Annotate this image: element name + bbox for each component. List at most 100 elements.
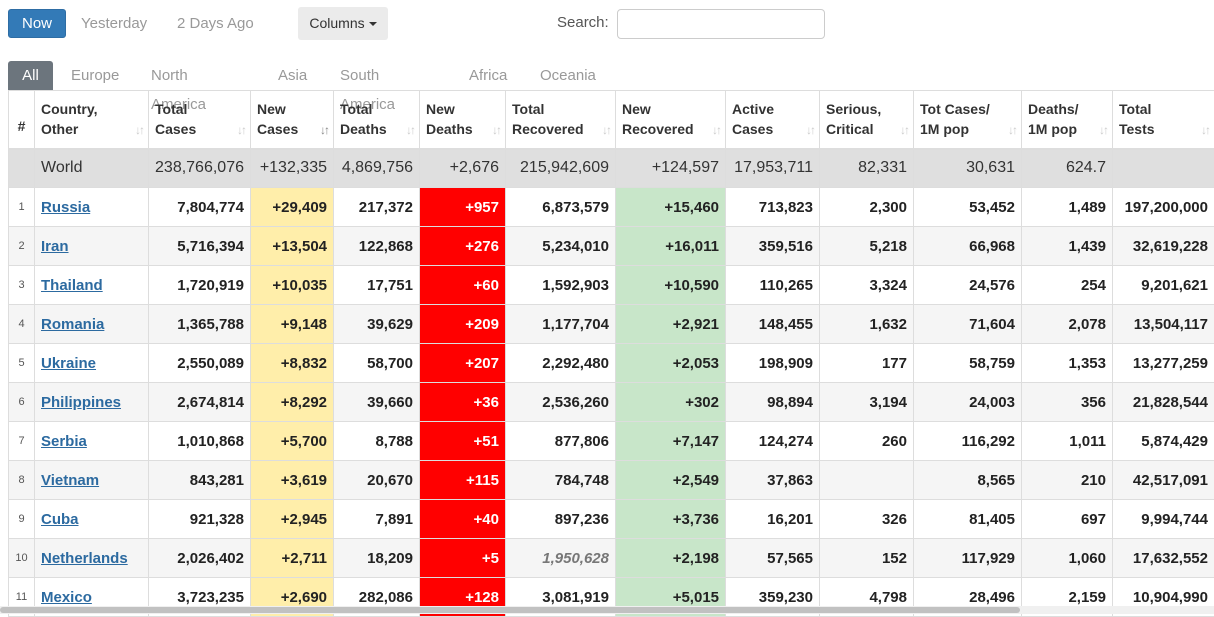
- cell-total-deaths: 7,891: [334, 500, 420, 539]
- header-serious-critical[interactable]: Serious,Critical↓↑: [820, 91, 914, 149]
- cell-new-cases: +13,504: [251, 227, 334, 266]
- sort-icon[interactable]: ↓↑: [135, 120, 143, 140]
- tab-oceania[interactable]: Oceania: [540, 61, 596, 90]
- sort-icon[interactable]: ↓↑: [237, 120, 245, 140]
- sort-icon[interactable]: ↓↑: [1201, 120, 1209, 140]
- cell-cases-per-1m: 53,452: [914, 188, 1022, 227]
- header-rank[interactable]: #: [9, 91, 35, 149]
- cell-total-deaths: 217,372: [334, 188, 420, 227]
- header-cases-per-1m[interactable]: Tot Cases/1M pop↓↑: [914, 91, 1022, 149]
- cell-new-deaths: +51: [420, 422, 506, 461]
- cell-new-deaths: +5: [420, 539, 506, 578]
- toolbar: Now Yesterday 2 Days Ago Columns Search:: [0, 0, 1214, 48]
- horizontal-scrollbar[interactable]: [0, 606, 1214, 614]
- sort-icon[interactable]: ↓↑: [712, 120, 720, 140]
- tab-north-america[interactable]: North America: [151, 61, 206, 90]
- header-label: Country,Other: [41, 101, 98, 137]
- sort-icon[interactable]: ↓↑: [492, 120, 500, 140]
- cell-serious-critical: 82,331: [820, 149, 914, 188]
- now-button[interactable]: Now: [8, 9, 66, 38]
- cell-cases-per-1m: 8,565: [914, 461, 1022, 500]
- cell-country: Thailand: [35, 266, 149, 305]
- tab-europe[interactable]: Europe: [71, 61, 119, 90]
- cell-total-recovered: 784,748: [506, 461, 616, 500]
- cell-new-cases: +8,292: [251, 383, 334, 422]
- sort-icon[interactable]: ↓↑: [1008, 120, 1016, 140]
- sort-icon[interactable]: ↓↑: [406, 120, 414, 140]
- cell-serious-critical: 177: [820, 344, 914, 383]
- cell-serious-critical: 5,218: [820, 227, 914, 266]
- cell-new-cases: +3,619: [251, 461, 334, 500]
- search-input[interactable]: [617, 9, 825, 39]
- cell-active-cases: 16,201: [726, 500, 820, 539]
- cell-deaths-per-1m: 1,439: [1022, 227, 1113, 266]
- country-link[interactable]: Mexico: [41, 589, 92, 606]
- cell-serious-critical: 3,324: [820, 266, 914, 305]
- country-link[interactable]: Philippines: [41, 394, 121, 411]
- tab-south-america[interactable]: South America: [340, 61, 395, 90]
- country-link[interactable]: Cuba: [41, 511, 79, 528]
- country-link[interactable]: Thailand: [41, 277, 103, 294]
- sort-icon[interactable]: ↓↑: [602, 120, 610, 140]
- cell-deaths-per-1m: 697: [1022, 500, 1113, 539]
- sort-icon[interactable]: ↓↑: [806, 120, 814, 140]
- sort-icon[interactable]: ↓↑: [900, 120, 908, 140]
- cell-active-cases: 110,265: [726, 266, 820, 305]
- cell-total-tests: 9,994,744: [1113, 500, 1214, 539]
- cell-serious-critical: 2,300: [820, 188, 914, 227]
- cell-total-recovered: 2,292,480: [506, 344, 616, 383]
- cell-total-cases: 238,766,076: [149, 149, 251, 188]
- cell-new-cases: +29,409: [251, 188, 334, 227]
- tab-africa[interactable]: Africa: [469, 61, 507, 90]
- country-link[interactable]: Ukraine: [41, 355, 96, 372]
- country-link[interactable]: Iran: [41, 238, 69, 255]
- cell-total-deaths: 20,670: [334, 461, 420, 500]
- cell-new-deaths: +2,676: [420, 149, 506, 188]
- country-link[interactable]: Romania: [41, 316, 104, 333]
- cell-new-deaths: +40: [420, 500, 506, 539]
- country-link[interactable]: Netherlands: [41, 550, 128, 567]
- search-label: Search:: [557, 14, 609, 31]
- cell-deaths-per-1m: 356: [1022, 383, 1113, 422]
- cell-total-recovered: 1,950,628: [506, 539, 616, 578]
- header-deaths-per-1m[interactable]: Deaths/1M pop↓↑: [1022, 91, 1113, 149]
- cell-total-cases: 7,804,774: [149, 188, 251, 227]
- cell-new-deaths: +207: [420, 344, 506, 383]
- tab-all[interactable]: All: [8, 61, 53, 90]
- two-days-ago-button[interactable]: 2 Days Ago: [177, 9, 254, 38]
- tab-asia[interactable]: Asia: [278, 61, 307, 90]
- cell-new-recovered: +10,590: [616, 266, 726, 305]
- cell-new-deaths: +209: [420, 305, 506, 344]
- scrollbar-thumb[interactable]: [0, 607, 1020, 613]
- yesterday-button[interactable]: Yesterday: [81, 9, 147, 38]
- header-country[interactable]: Country,Other ↓↑: [35, 91, 149, 149]
- cell-cases-per-1m: 116,292: [914, 422, 1022, 461]
- cell-country: Ukraine: [35, 344, 149, 383]
- country-link[interactable]: Vietnam: [41, 472, 99, 489]
- country-link[interactable]: Russia: [41, 199, 90, 216]
- columns-dropdown-button[interactable]: Columns: [298, 7, 388, 40]
- sort-icon[interactable]: ↓↑: [320, 120, 328, 140]
- cell-new-cases: +2,711: [251, 539, 334, 578]
- cell-rank: 3: [9, 266, 35, 305]
- cell-new-cases: +8,832: [251, 344, 334, 383]
- sort-icon[interactable]: ↓↑: [1099, 120, 1107, 140]
- cell-new-recovered: +2,053: [616, 344, 726, 383]
- cell-country: Romania: [35, 305, 149, 344]
- country-link[interactable]: Serbia: [41, 433, 87, 450]
